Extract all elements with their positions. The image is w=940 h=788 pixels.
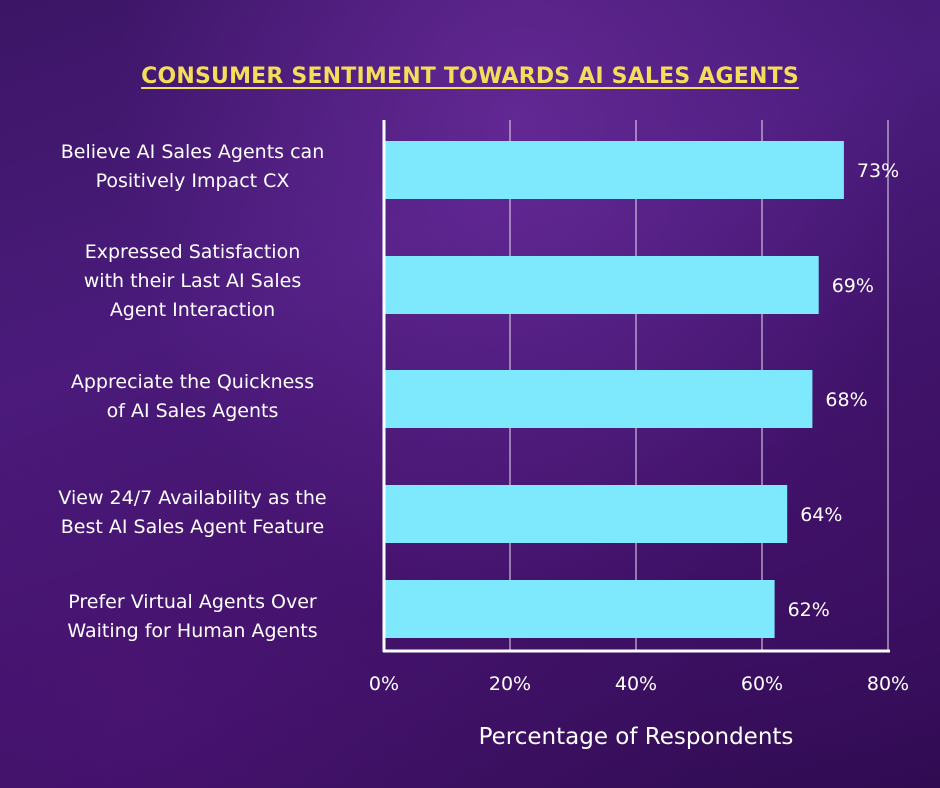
x-axis-title: Percentage of Respondents (478, 724, 794, 750)
data-label: 64% (800, 504, 842, 526)
chart-title: CONSUMER SENTIMENT TOWARDS AI SALES AGEN… (141, 64, 799, 89)
data-label: 73% (857, 160, 899, 182)
category-label: View 24/7 Availability as the Best AI Sa… (58, 487, 327, 538)
x-tick-label: 0% (369, 673, 399, 695)
bar (384, 370, 813, 428)
x-tick-label: 20% (489, 673, 531, 695)
data-label: 62% (788, 599, 830, 621)
x-tick-label: 80% (867, 673, 909, 695)
category-label: Appreciate the Quickness of AI Sales Age… (70, 371, 315, 422)
data-label: 68% (825, 389, 867, 411)
x-tick-label: 40% (615, 673, 657, 695)
bar (384, 256, 819, 314)
data-label: 69% (832, 275, 874, 297)
bar (384, 580, 775, 638)
bar (384, 485, 788, 543)
category-label: Believe AI Sales Agents can Positively I… (60, 141, 325, 192)
category-label: Expressed Satisfaction with their Last A… (83, 241, 302, 321)
bar (384, 141, 844, 199)
x-tick-label: 60% (741, 673, 783, 695)
category-label: Prefer Virtual Agents Over Waiting for H… (67, 591, 318, 642)
